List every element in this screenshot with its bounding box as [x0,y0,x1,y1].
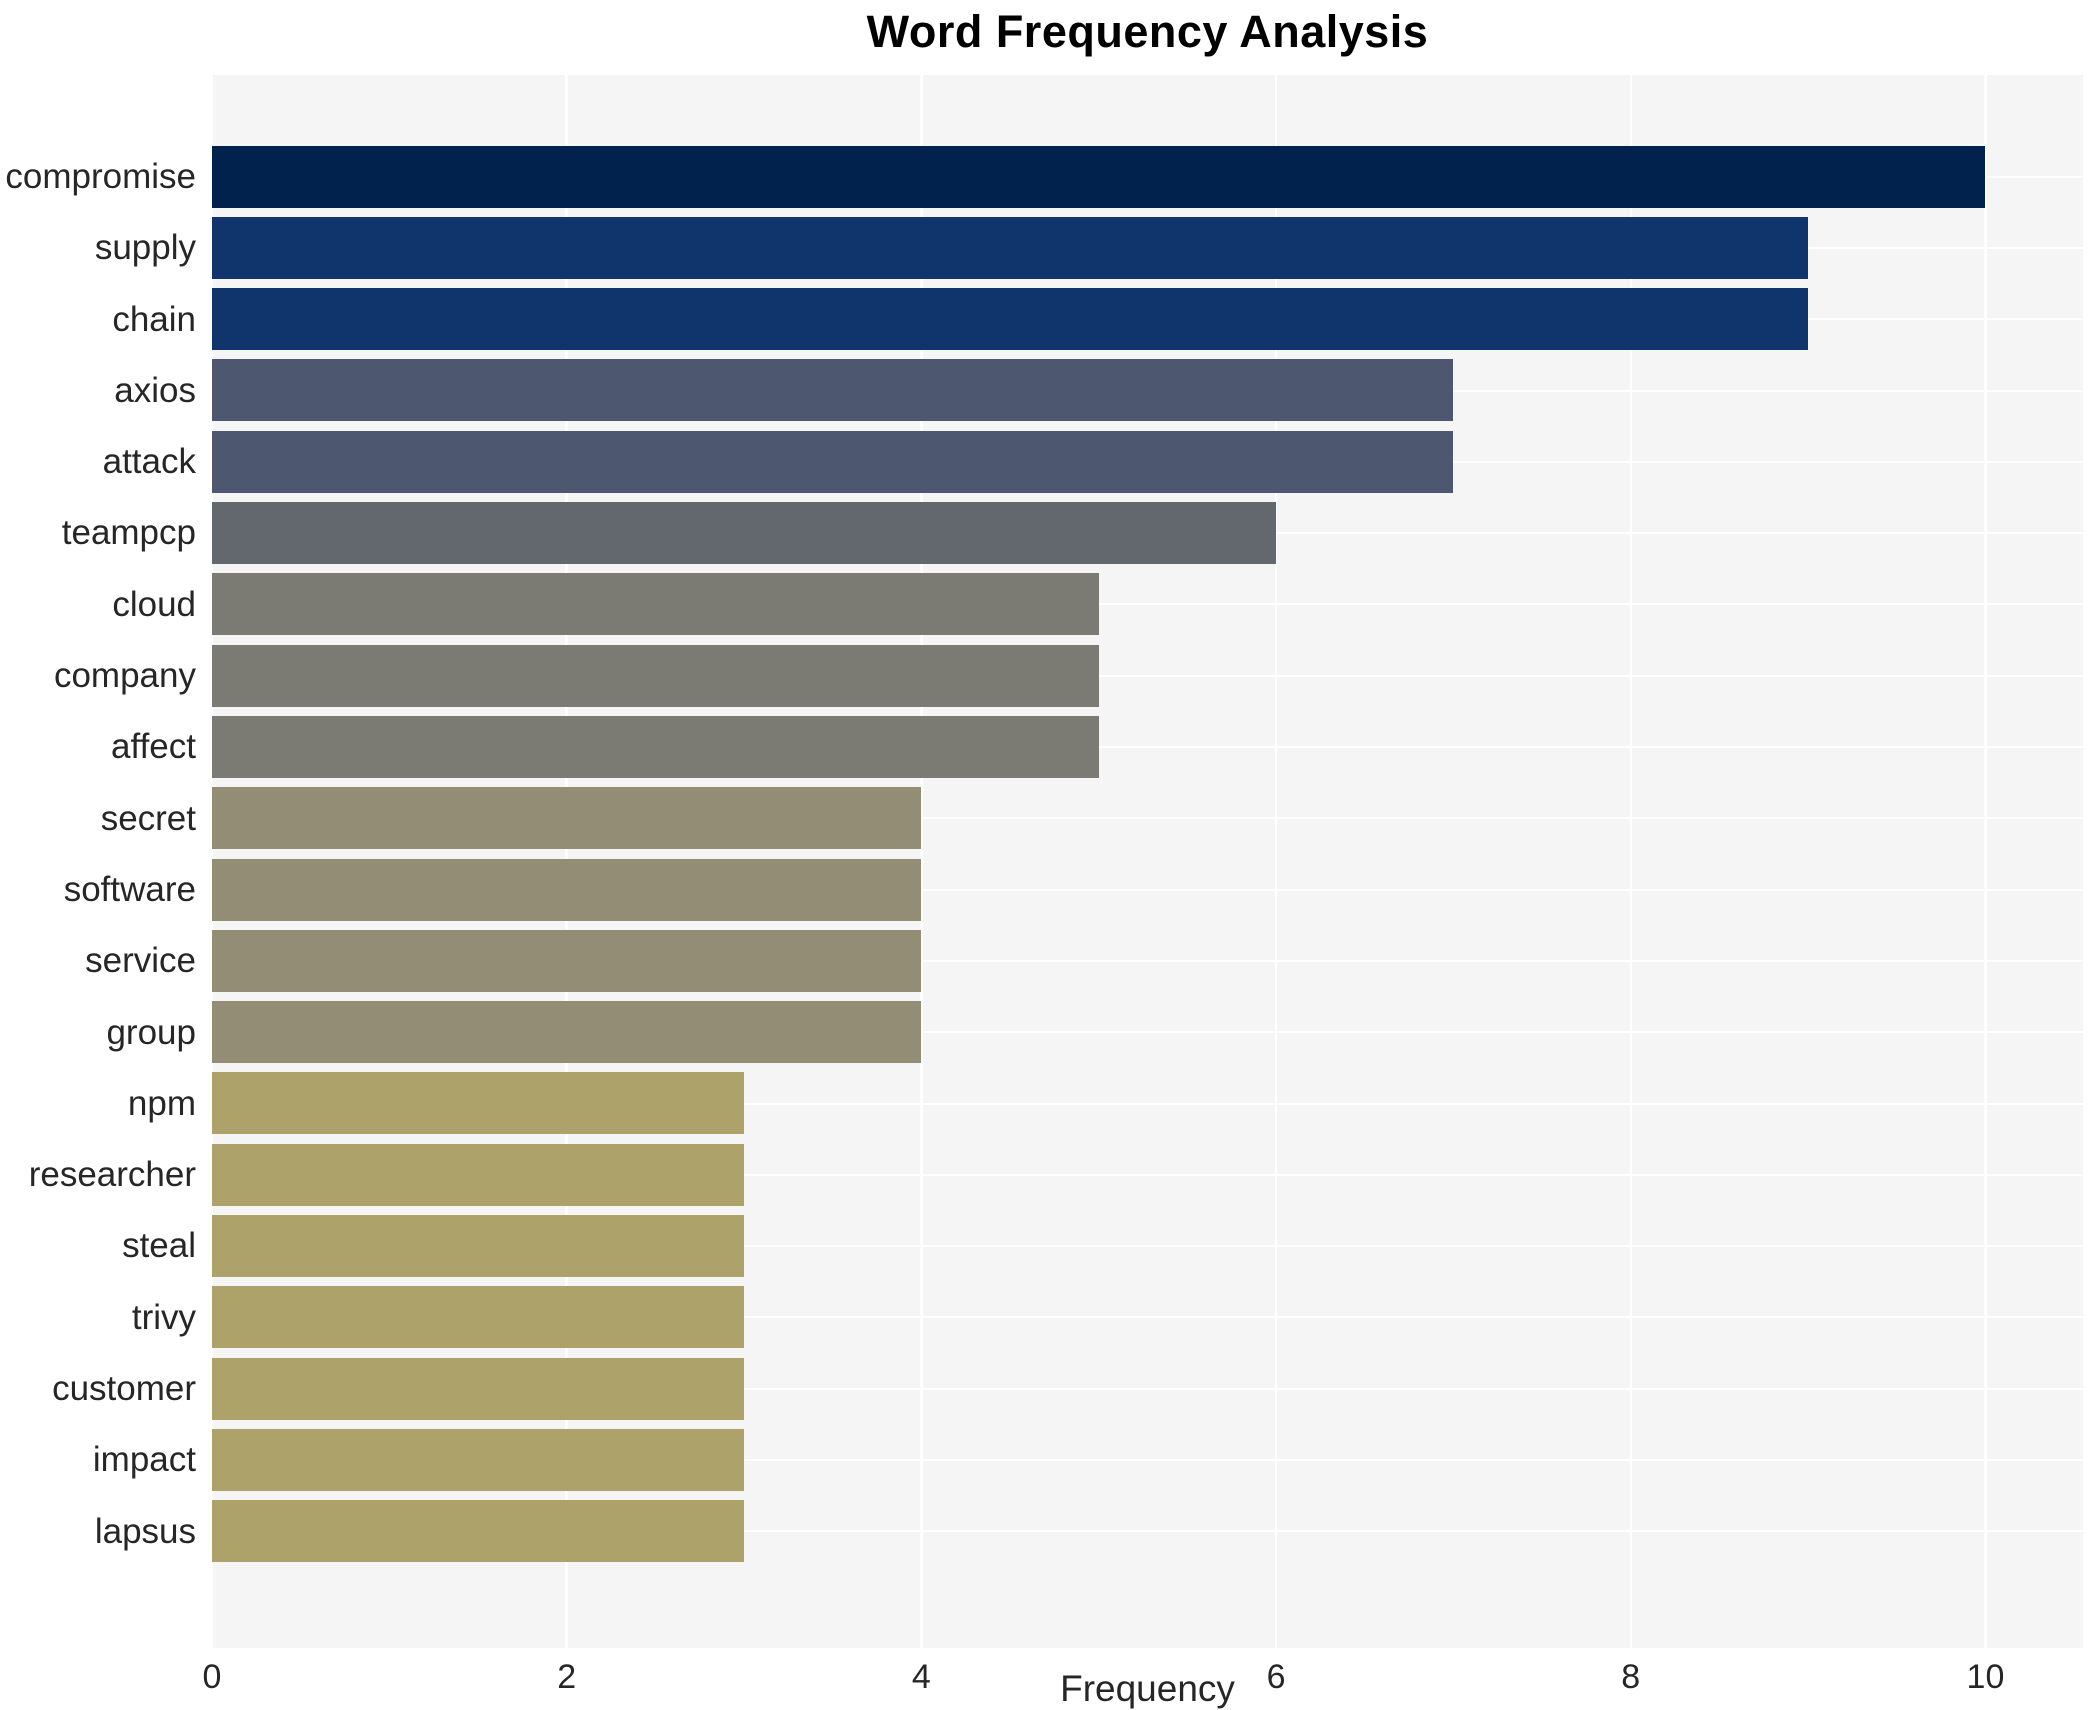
bar-row [212,925,2083,996]
bar-row [212,569,2083,640]
bar-secret [212,787,922,850]
y-tick-label: steal [122,1226,196,1266]
bar-group [212,1001,922,1064]
y-gridline [212,888,2083,891]
bar-impact [212,1428,745,1491]
bar-trivy [212,1286,745,1349]
y-tick-label: npm [127,1083,196,1123]
y-gridline [212,817,2083,820]
bar-attack [212,430,1454,493]
y-gridline [212,674,2083,677]
x-gridline [1274,75,1278,1648]
x-tick-label: 6 [1266,1658,1286,1696]
bar-row [212,640,2083,711]
x-tick-label: 0 [202,1658,222,1696]
bar-row [212,854,2083,925]
y-gridline [212,603,2083,606]
y-gridline [212,1458,2083,1461]
y-tick-label: cloud [112,584,196,624]
bar-compromise [212,145,1986,208]
y-tick-label: compromise [5,157,196,196]
y-axis-labels: compromise supply chain axios attack teampcp c… [0,141,196,1567]
y-tick-label: lapsus [94,1511,196,1551]
y-tick-label: attack [102,442,196,482]
y-tick-label: group [106,1012,196,1052]
y-tick-label: affect [111,727,196,767]
bar-row [212,1496,2083,1567]
x-tick-label: 2 [557,1658,577,1696]
bar-row [212,1353,2083,1424]
bar-affect [212,715,1099,778]
y-tick-label: trivy [131,1297,196,1337]
bar-row [212,141,2083,212]
y-tick-label: teampcp [61,513,196,553]
bar-researcher [212,1143,745,1206]
y-gridline [212,959,2083,962]
bar-supply [212,216,1809,279]
y-tick-label: service [85,941,196,981]
y-gridline [212,1245,2083,1248]
y-tick-label: impact [92,1440,196,1480]
bar-row [212,212,2083,283]
bar-row [212,426,2083,497]
bar-row [212,1424,2083,1495]
x-gridline [1629,75,1633,1648]
y-tick-label: supply [94,228,196,268]
bar-company [212,644,1099,707]
x-tick-label: 10 [1966,1658,2005,1696]
y-gridline [212,1031,2083,1034]
y-tick-label: researcher [28,1155,196,1195]
bar-chain [212,288,1809,351]
bar-row [212,1139,2083,1210]
plot-area [210,75,2083,1648]
bar-customer [212,1357,745,1420]
bar-npm [212,1072,745,1135]
y-tick-label: company [53,656,196,696]
x-gridline [1984,75,1987,1648]
y-gridline [212,1102,2083,1105]
bar-row [212,1282,2083,1353]
y-gridline [212,1316,2083,1319]
bar-row [212,1210,2083,1281]
bar-cloud [212,573,1099,636]
bar-axios [212,359,1454,422]
y-gridline [212,746,2083,749]
bar-service [212,929,922,992]
bar-software [212,858,922,921]
x-tick-label: 8 [1621,1658,1641,1696]
bar-row [212,711,2083,782]
y-tick-label: chain [112,299,196,339]
bar-steal [212,1215,745,1278]
bar-row [212,355,2083,426]
y-gridline [212,1530,2083,1533]
x-tick-label: 4 [911,1658,931,1696]
y-tick-label: customer [52,1369,196,1409]
y-tick-label: software [63,869,196,909]
bar-lapsus [212,1500,745,1563]
bars-container [212,141,2083,1567]
y-gridline [212,1387,2083,1390]
y-gridline [212,1173,2083,1176]
y-tick-label: axios [114,370,196,410]
x-gridline [920,75,923,1648]
bar-row [212,1068,2083,1139]
bar-row [212,284,2083,355]
x-axis-label: Frequency [1060,1668,1235,1709]
bar-teampcp [212,502,1277,565]
y-tick-label: secret [100,798,196,838]
bar-row [212,997,2083,1068]
chart-title: Word Frequency Analysis [866,6,1429,57]
bar-row [212,783,2083,854]
bar-row [212,497,2083,568]
